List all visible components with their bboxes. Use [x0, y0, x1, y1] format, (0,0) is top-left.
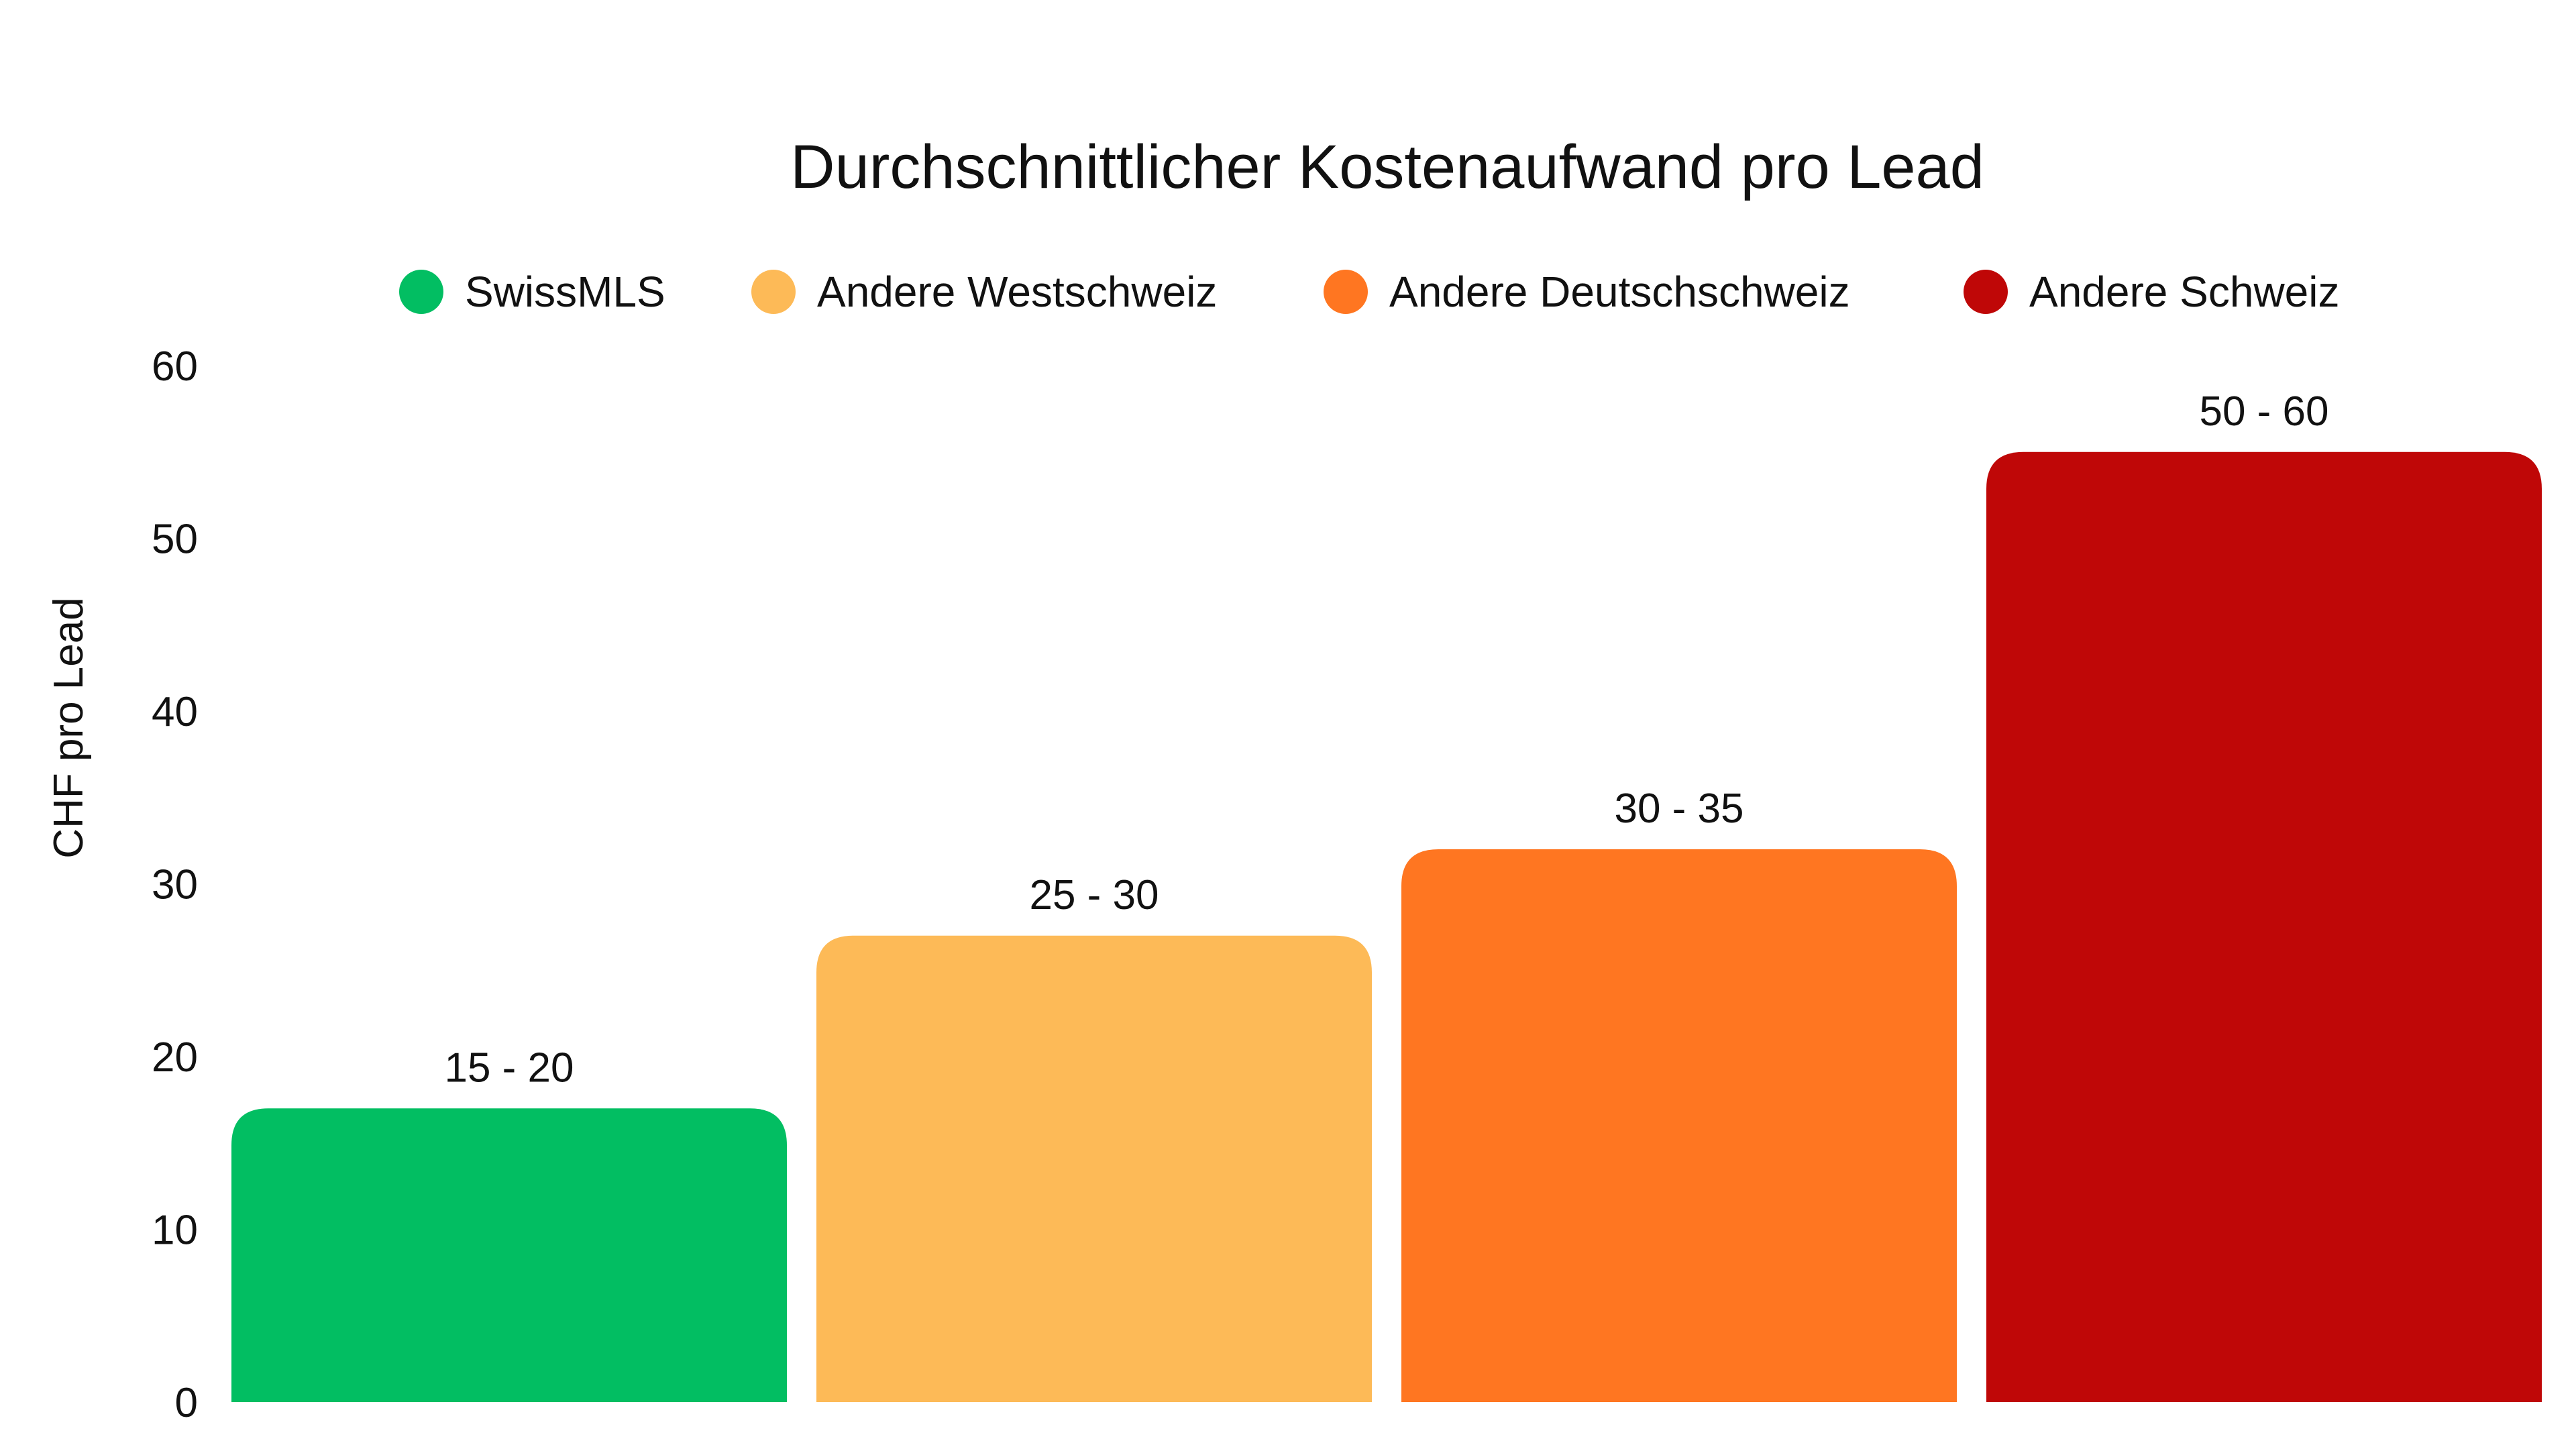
data-label-3: 30 - 35	[1614, 786, 1743, 832]
legend: SwissMLS Andere Westschweiz Andere Deutsch…	[399, 268, 2339, 316]
y-tick-label: 50	[152, 517, 198, 563]
legend-item-3: Andere Deutschschweiz	[1324, 268, 1850, 316]
legend-label: Andere Schweiz	[2029, 268, 2339, 316]
y-tick-label: 60	[152, 343, 198, 390]
y-tick-label: 40	[152, 689, 198, 735]
legend-item-2: Andere Westschweiz	[751, 268, 1217, 316]
bar-3	[1401, 849, 1957, 1402]
data-label-2: 25 - 30	[1029, 872, 1159, 918]
legend-marker	[751, 270, 796, 314]
data-labels: 15 - 20 25 - 30 30 - 35 50 - 60	[444, 388, 2328, 1091]
legend-marker	[1964, 270, 2008, 314]
y-axis-ticks: 0 10 20 30 40 50 60	[152, 343, 198, 1426]
y-tick-label: 20	[152, 1034, 198, 1081]
legend-marker	[1324, 270, 1368, 314]
legend-item-4: Andere Schweiz	[1964, 268, 2339, 316]
legend-label: Andere Deutschschweiz	[1389, 268, 1850, 316]
y-tick-label: 0	[175, 1380, 198, 1426]
chart-title: Durchschnittlicher Kostenaufwand pro Lea…	[790, 133, 1984, 201]
bar-2	[816, 935, 1372, 1402]
legend-marker	[399, 270, 443, 314]
data-label-4: 50 - 60	[2199, 388, 2328, 435]
bar-1	[231, 1108, 787, 1402]
legend-item-1: SwissMLS	[399, 268, 665, 316]
legend-label: Andere Westschweiz	[817, 268, 1217, 316]
data-label-1: 15 - 20	[444, 1044, 574, 1091]
legend-label: SwissMLS	[465, 268, 665, 316]
y-tick-label: 30	[152, 862, 198, 908]
bar-4	[1986, 451, 2542, 1402]
y-tick-label: 10	[152, 1208, 198, 1254]
y-axis-label: CHF pro Lead	[46, 597, 92, 858]
bars	[231, 451, 2542, 1402]
